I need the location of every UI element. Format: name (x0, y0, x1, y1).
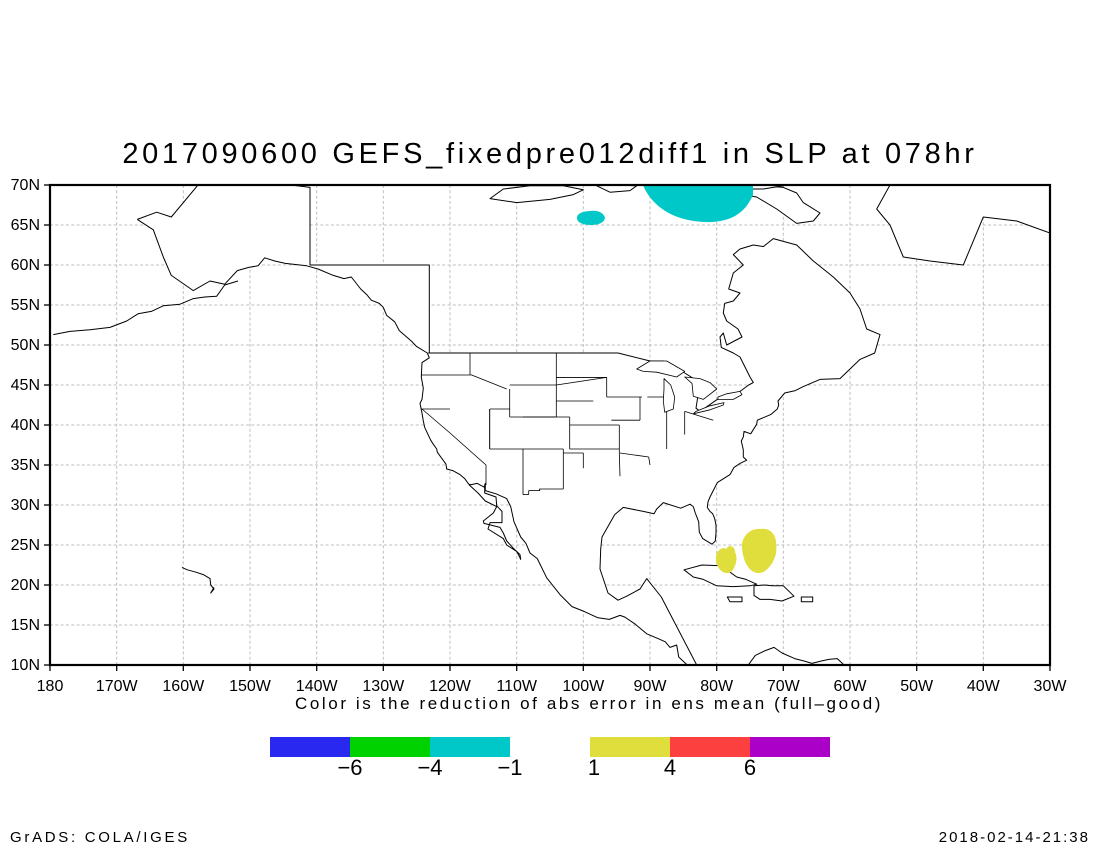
svg-text:GrADS: COLA/IGES: GrADS: COLA/IGES (10, 829, 190, 846)
svg-text:40N: 40N (11, 417, 40, 434)
svg-text:70N: 70N (11, 177, 40, 194)
svg-text:15N: 15N (11, 617, 40, 634)
svg-text:6: 6 (744, 755, 756, 780)
svg-text:55N: 55N (11, 297, 40, 314)
svg-text:40W: 40W (967, 678, 1001, 695)
svg-text:1: 1 (588, 755, 600, 780)
svg-text:−4: −4 (417, 755, 442, 780)
svg-text:65N: 65N (11, 217, 40, 234)
svg-text:90W: 90W (634, 678, 668, 695)
svg-text:30W: 30W (1034, 678, 1068, 695)
svg-text:4: 4 (664, 755, 676, 780)
svg-text:45N: 45N (11, 377, 40, 394)
svg-text:2018-02-14-21:38: 2018-02-14-21:38 (939, 829, 1090, 846)
svg-text:110W: 110W (496, 678, 538, 695)
svg-text:160W: 160W (162, 678, 205, 695)
svg-text:50W: 50W (900, 678, 934, 695)
svg-text:60W: 60W (834, 678, 868, 695)
svg-text:−6: −6 (337, 755, 362, 780)
svg-text:80W: 80W (700, 678, 734, 695)
svg-text:2017090600 GEFS_fixedpre012dif: 2017090600 GEFS_fixedpre012diff1 in SLP … (122, 138, 977, 170)
svg-text:25N: 25N (11, 537, 40, 554)
svg-text:50N: 50N (11, 337, 40, 354)
svg-text:70W: 70W (767, 678, 801, 695)
svg-text:20N: 20N (11, 577, 40, 594)
svg-text:10N: 10N (11, 657, 40, 674)
svg-text:100W: 100W (562, 678, 605, 695)
svg-text:120W: 120W (429, 678, 472, 695)
svg-text:60N: 60N (11, 257, 40, 274)
svg-text:150W: 150W (229, 678, 272, 695)
svg-text:−1: −1 (497, 755, 522, 780)
svg-text:180: 180 (37, 678, 64, 695)
svg-text:Color is the reduction of abs: Color is the reduction of abs error in e… (295, 694, 883, 713)
svg-text:170W: 170W (96, 678, 139, 695)
svg-text:30N: 30N (11, 497, 40, 514)
svg-text:130W: 130W (362, 678, 405, 695)
svg-text:140W: 140W (296, 678, 339, 695)
svg-text:35N: 35N (11, 457, 40, 474)
